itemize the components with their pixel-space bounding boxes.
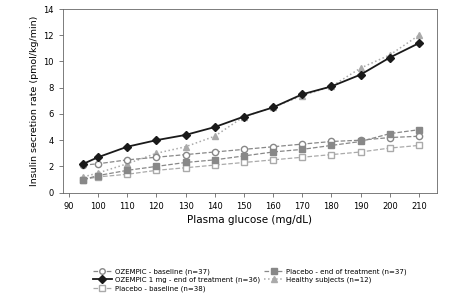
Legend: OZEMPIC - baseline (n=37), OZEMPIC 1 mg - end of treatment (n=36), Placebo - bas: OZEMPIC - baseline (n=37), OZEMPIC 1 mg … — [90, 266, 410, 294]
Y-axis label: Insulin secretion rate (pmol/kg/min): Insulin secretion rate (pmol/kg/min) — [30, 16, 39, 186]
X-axis label: Plasma glucose (mg/dL): Plasma glucose (mg/dL) — [187, 215, 312, 225]
